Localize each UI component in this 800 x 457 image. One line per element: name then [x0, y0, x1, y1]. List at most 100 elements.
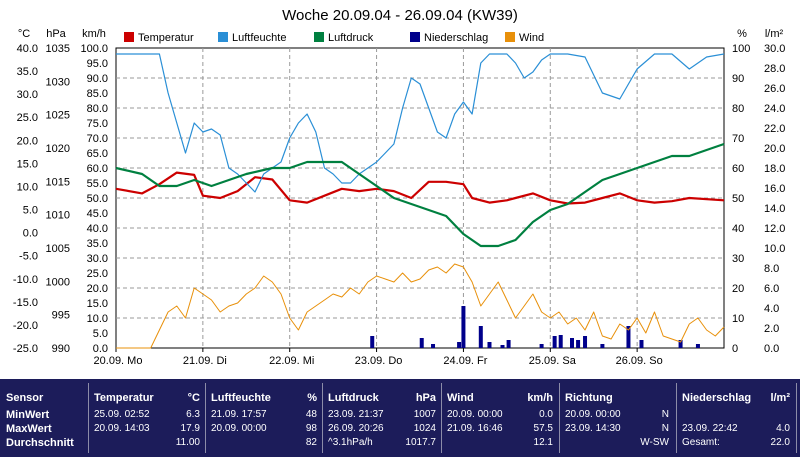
luftfeuchte-max-time: 20.09. 00:00	[211, 423, 267, 434]
separator	[322, 383, 323, 453]
precip-bar	[461, 306, 466, 348]
tick-label-right-1: 8.0	[764, 263, 779, 275]
tick-label-left-2: 70.0	[87, 133, 108, 145]
tick-label-right-1: 30.0	[764, 43, 785, 55]
axis-unit-left-2: km/h	[82, 28, 106, 40]
tick-label-right-1: 24.0	[764, 103, 785, 115]
tick-label-left-1: 990	[52, 343, 70, 355]
luftdruck-unit: hPa	[415, 392, 436, 404]
luftdruck-trend: ^3.1hPa/h	[328, 437, 373, 448]
tick-label-right-1: 12.0	[764, 223, 785, 235]
precip-bar	[583, 336, 588, 348]
temperatur-header: Temperatur	[94, 392, 154, 404]
precip-bar	[678, 340, 683, 348]
weather-chart: Woche 20.09.04 - 26.09.04 (KW39) Tempera…	[13, 7, 786, 367]
sensor-header: Sensor	[6, 392, 44, 404]
tick-label-right-1: 16.0	[764, 183, 785, 195]
x-tick-label: 24.09. Fr	[443, 355, 487, 367]
tick-label-left-0: 20.0	[17, 135, 38, 147]
tick-label-left-2: 10.0	[87, 313, 108, 325]
tick-label-left-2: 80.0	[87, 103, 108, 115]
tick-label-right-1: 18.0	[764, 163, 785, 175]
stats-col-temperatur: Temperatur °C 25.09. 02:52 6.3 20.09. 14:0…	[94, 379, 204, 457]
luftfeuchte-min-value: 48	[305, 409, 317, 420]
tick-label-right-1: 0.0	[764, 343, 779, 355]
tick-label-left-2: 60.0	[87, 163, 108, 175]
precip-bar	[576, 340, 581, 348]
tick-label-left-1: 1035	[46, 43, 70, 55]
tick-label-right-1: 22.0	[764, 123, 785, 135]
tick-label-right-1: 28.0	[764, 63, 785, 75]
tick-label-left-0: -15.0	[13, 297, 38, 309]
richtung-max-time: 23.09. 14:30	[565, 423, 621, 434]
richtung-min-value: N	[661, 409, 669, 420]
tick-label-right-0: 60	[732, 163, 744, 175]
tick-label-left-2: 40.0	[87, 223, 108, 235]
precip-bar	[487, 342, 492, 348]
tick-label-right-0: 50	[732, 193, 744, 205]
x-tick-label: 23.09. Do	[355, 355, 403, 367]
legend-label: Wind	[519, 32, 544, 44]
precip-bar	[457, 342, 462, 348]
separator	[559, 383, 560, 453]
tick-label-right-1: 10.0	[764, 243, 785, 255]
x-tick-label: 20.09. Mo	[94, 355, 143, 367]
tick-label-left-0: 15.0	[17, 158, 38, 170]
tick-label-right-1: 14.0	[764, 203, 785, 215]
tick-label-right-1: 26.0	[764, 83, 785, 95]
wind-avg: 12.1	[533, 437, 553, 448]
statistics-panel: Sensor MinWert MaxWert Durchschnitt Temp…	[0, 379, 800, 457]
luftdruck-avg: 1017.7	[405, 437, 436, 448]
legend-swatch	[218, 32, 228, 42]
tick-label-right-0: 0	[732, 343, 738, 355]
tick-label-left-2: 5.0	[93, 328, 108, 340]
precip-bar	[639, 340, 644, 348]
precip-bar	[370, 336, 375, 348]
temperatur-min-value: 6.3	[186, 409, 200, 420]
row-label-max: MaxWert	[6, 423, 52, 435]
tick-label-left-0: -5.0	[19, 251, 38, 263]
tick-label-left-2: 0.0	[93, 343, 108, 355]
chart-title: Woche 20.09.04 - 26.09.04 (KW39)	[282, 7, 518, 24]
richtung-avg: W-SW	[640, 437, 669, 448]
temperatur-max-time: 20.09. 14:03	[94, 423, 150, 434]
tick-label-right-0: 40	[732, 223, 744, 235]
precip-bar	[431, 344, 436, 348]
temperatur-min-time: 25.09. 02:52	[94, 409, 150, 420]
row-label-avg: Durchschnitt	[6, 437, 74, 449]
tick-label-right-0: 80	[732, 103, 744, 115]
wind-min-time: 20.09. 00:00	[447, 409, 503, 420]
tick-label-left-2: 55.0	[87, 178, 108, 190]
separator	[796, 383, 797, 453]
tick-label-left-2: 85.0	[87, 88, 108, 100]
precip-bar	[419, 338, 424, 348]
stats-col-sensor: Sensor MinWert MaxWert Durchschnitt	[6, 379, 86, 457]
tick-label-left-1: 1020	[46, 143, 70, 155]
separator	[441, 383, 442, 453]
legend-swatch	[124, 32, 134, 42]
stats-col-luftfeuchte: Luftfeuchte% 21.09. 17:57 48 20.09. 00:00…	[211, 379, 321, 457]
axis-unit-left-1: hPa	[46, 28, 66, 40]
legend-label: Luftdruck	[328, 32, 374, 44]
wind-header: Wind	[447, 392, 474, 404]
tick-label-left-0: 25.0	[17, 112, 38, 124]
precip-bar	[695, 344, 700, 348]
tick-label-left-0: 35.0	[17, 66, 38, 78]
precip-bar	[506, 340, 511, 348]
tick-label-left-0: -25.0	[13, 343, 38, 355]
precip-bar	[478, 326, 483, 348]
precip-bar	[626, 326, 631, 348]
wind-unit: km/h	[527, 392, 553, 404]
tick-label-right-0: 30	[732, 253, 744, 265]
tick-label-left-1: 1005	[46, 243, 70, 255]
tick-label-left-2: 35.0	[87, 238, 108, 250]
wind-min-value: 0.0	[539, 409, 553, 420]
niederschlag-total: 22.0	[770, 437, 790, 448]
tick-label-right-0: 70	[732, 133, 744, 145]
legend-label: Temperatur	[138, 32, 194, 44]
richtung-min-time: 20.09. 00:00	[565, 409, 621, 420]
tick-label-left-1: 1010	[46, 210, 70, 222]
luftfeuchte-min-time: 21.09. 17:57	[211, 409, 267, 420]
stats-col-richtung: Richtung 20.09. 00:00 N 23.09. 14:30 N W-S…	[565, 379, 673, 457]
legend-swatch	[505, 32, 515, 42]
